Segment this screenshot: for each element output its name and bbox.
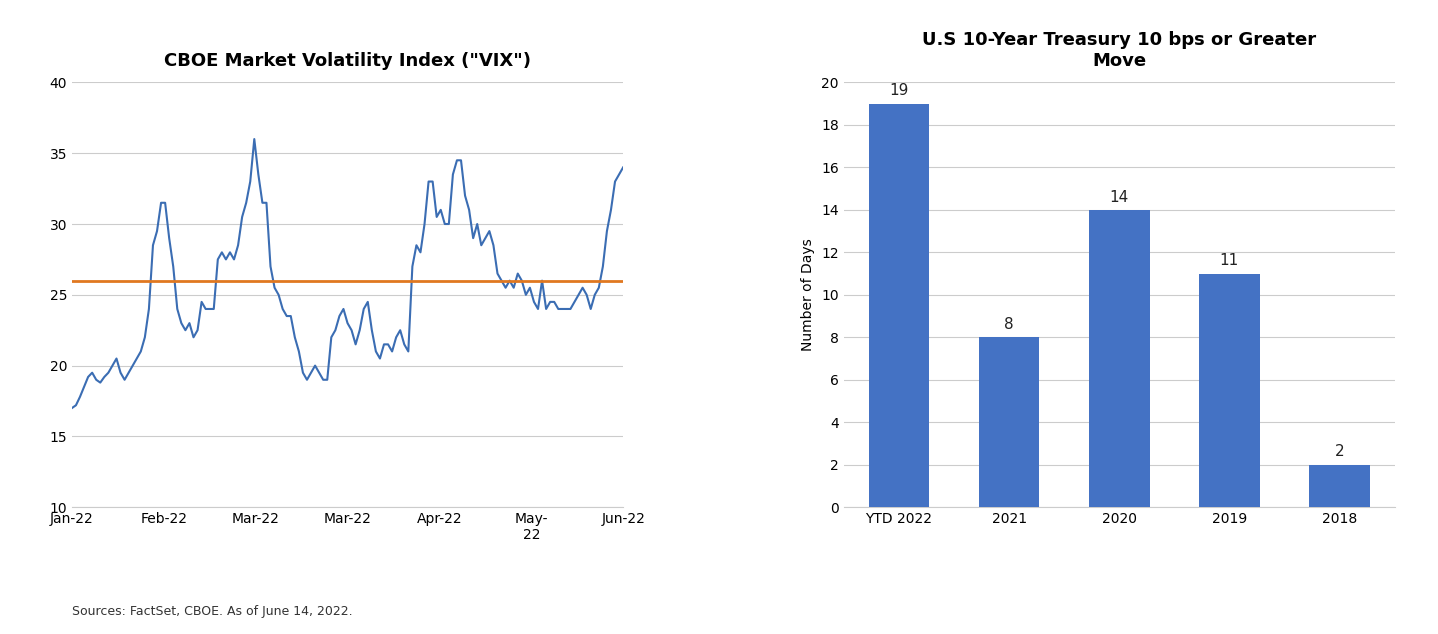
- Text: 8: 8: [1004, 317, 1014, 332]
- Bar: [1199, 273, 1260, 507]
- Y-axis label: Number of Days: Number of Days: [801, 238, 815, 351]
- Text: 19: 19: [889, 83, 909, 98]
- Bar: [1089, 210, 1149, 507]
- Bar: [979, 337, 1040, 507]
- Title: CBOE Market Volatility Index ("VIX"): CBOE Market Volatility Index ("VIX"): [164, 52, 531, 70]
- Text: 2: 2: [1334, 444, 1345, 460]
- Text: Sources: FactSet, CBOE. As of June 14, 2022.: Sources: FactSet, CBOE. As of June 14, 2…: [72, 605, 352, 618]
- Bar: [1309, 465, 1370, 507]
- Text: 11: 11: [1219, 253, 1240, 268]
- Title: U.S 10-Year Treasury 10 bps or Greater
Move: U.S 10-Year Treasury 10 bps or Greater M…: [922, 31, 1316, 70]
- Text: 14: 14: [1110, 190, 1129, 205]
- Bar: [869, 103, 929, 507]
